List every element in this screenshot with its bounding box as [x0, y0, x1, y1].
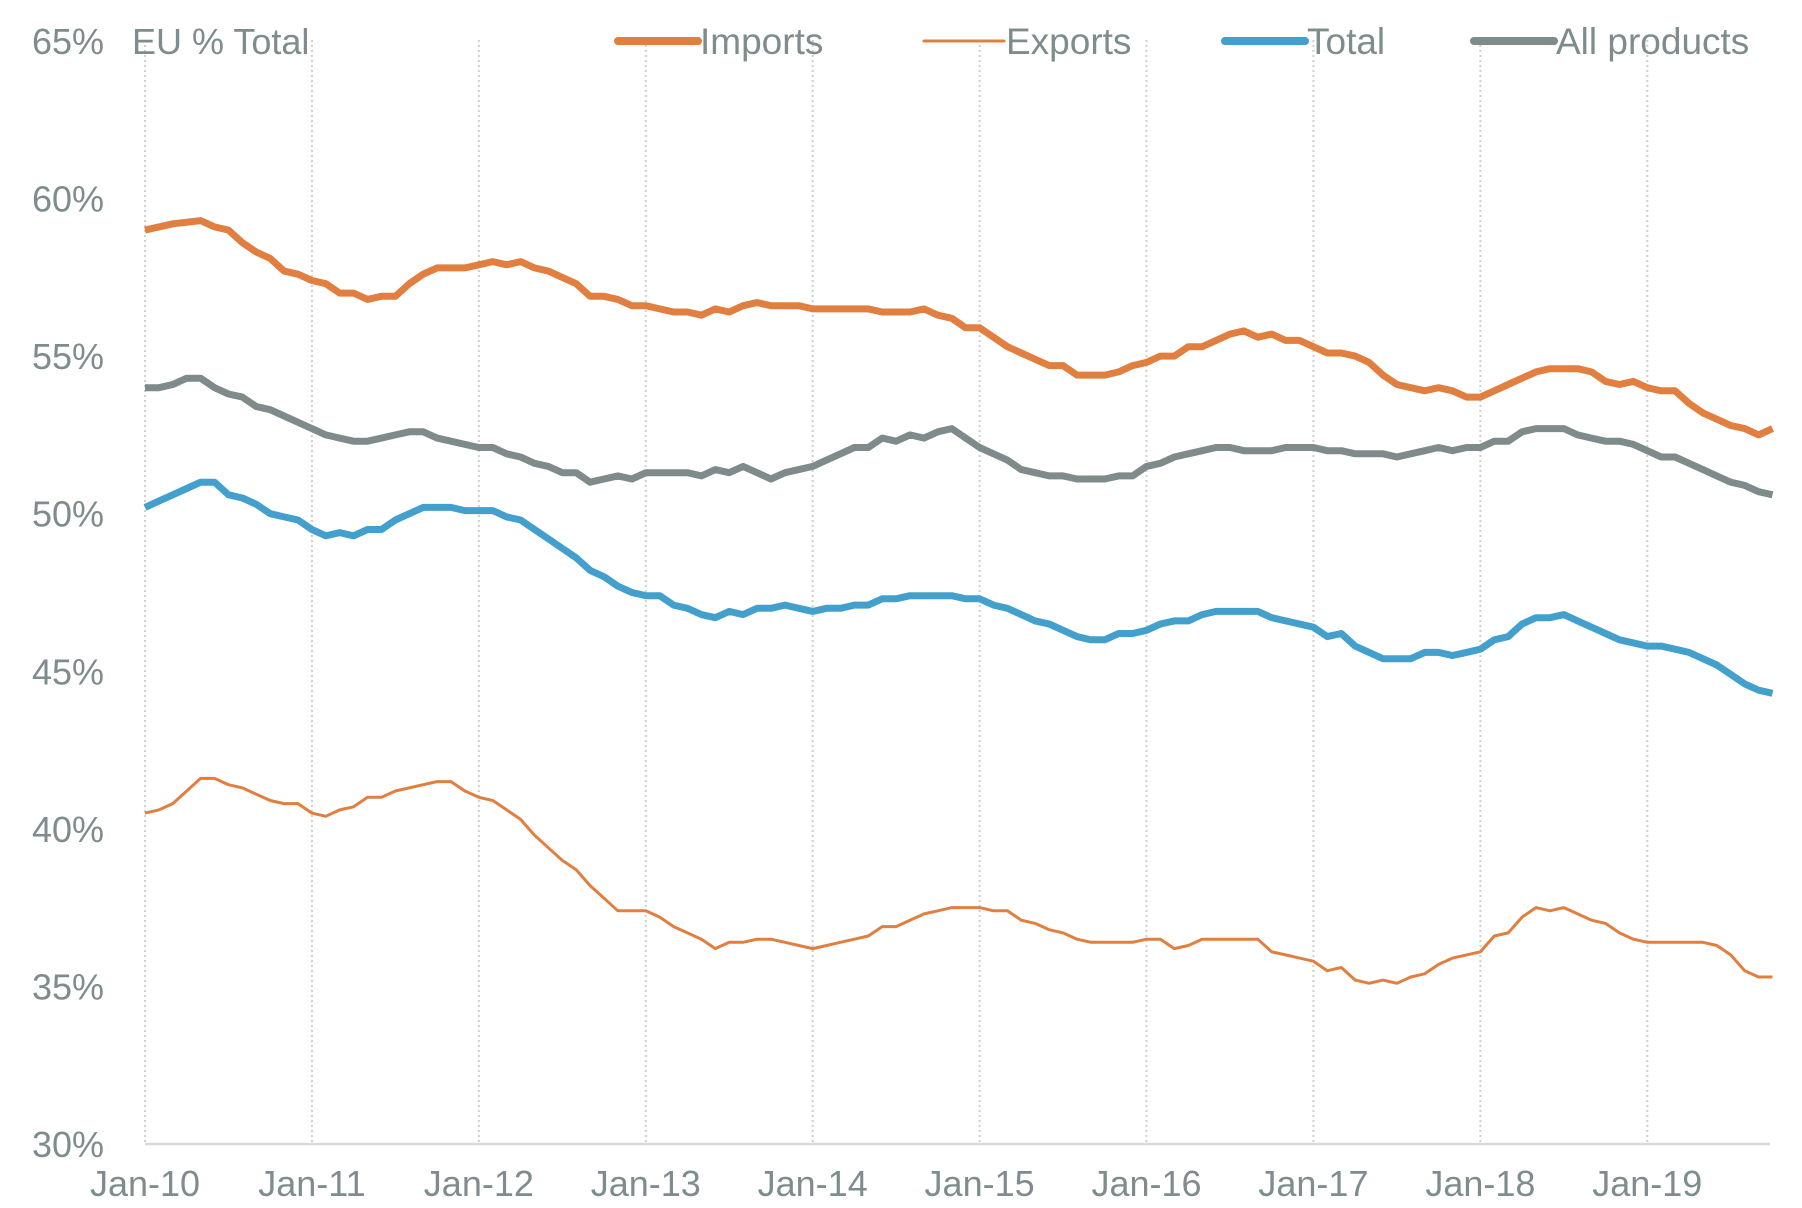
x-tick-label: Jan-11: [258, 1163, 365, 1204]
y-tick-label: 30%: [32, 1124, 104, 1165]
y-tick-label: 45%: [32, 651, 104, 692]
legend-item-total: Total: [1221, 21, 1385, 62]
chart-title: EU % Total: [132, 21, 309, 62]
y-axis-ticks: 30% 35% 40% 45% 50% 55% 60% 65%: [32, 21, 104, 1165]
y-tick-label: 35%: [32, 966, 104, 1007]
x-tick-label: Jan-18: [1425, 1163, 1535, 1204]
x-tick-label: Jan-16: [1091, 1163, 1201, 1204]
series-line-imports: [144, 217, 1774, 439]
series-line-all-products: [145, 374, 1774, 499]
series-layer: [143, 217, 1774, 985]
x-tick-label: Jan-10: [90, 1163, 200, 1204]
series-line-exports: [144, 776, 1773, 985]
x-tick-label: Jan-15: [925, 1163, 1035, 1204]
y-tick-label: 40%: [32, 809, 104, 850]
legend-item-all-products: All products: [1470, 21, 1749, 62]
legend-item-exports: Exports: [922, 21, 1131, 62]
x-tick-label: Jan-19: [1592, 1163, 1702, 1204]
legend-label: Imports: [700, 21, 823, 62]
y-tick-label: 55%: [32, 336, 104, 377]
x-tick-label: Jan-14: [758, 1163, 868, 1204]
y-tick-label: 65%: [32, 21, 104, 62]
series-line-total: [143, 478, 1774, 697]
legend-label: All products: [1556, 21, 1749, 62]
legend-item-imports: Imports: [614, 21, 823, 62]
legend-label: Total: [1307, 21, 1385, 62]
x-axis-ticks: Jan-10 Jan-11 Jan-12 Jan-13 Jan-14 Jan-15 Jan-…: [90, 1163, 1702, 1204]
x-tick-label: Jan-12: [424, 1163, 534, 1204]
y-tick-label: 50%: [32, 494, 104, 535]
x-tick-label: Jan-13: [591, 1163, 701, 1204]
legend-label: Exports: [1006, 21, 1131, 62]
legend: Imports Exports Total All products: [614, 21, 1749, 62]
gridlines: [144, 40, 1649, 1144]
x-tick-label: Jan-17: [1258, 1163, 1368, 1204]
y-tick-label: 60%: [32, 179, 104, 220]
